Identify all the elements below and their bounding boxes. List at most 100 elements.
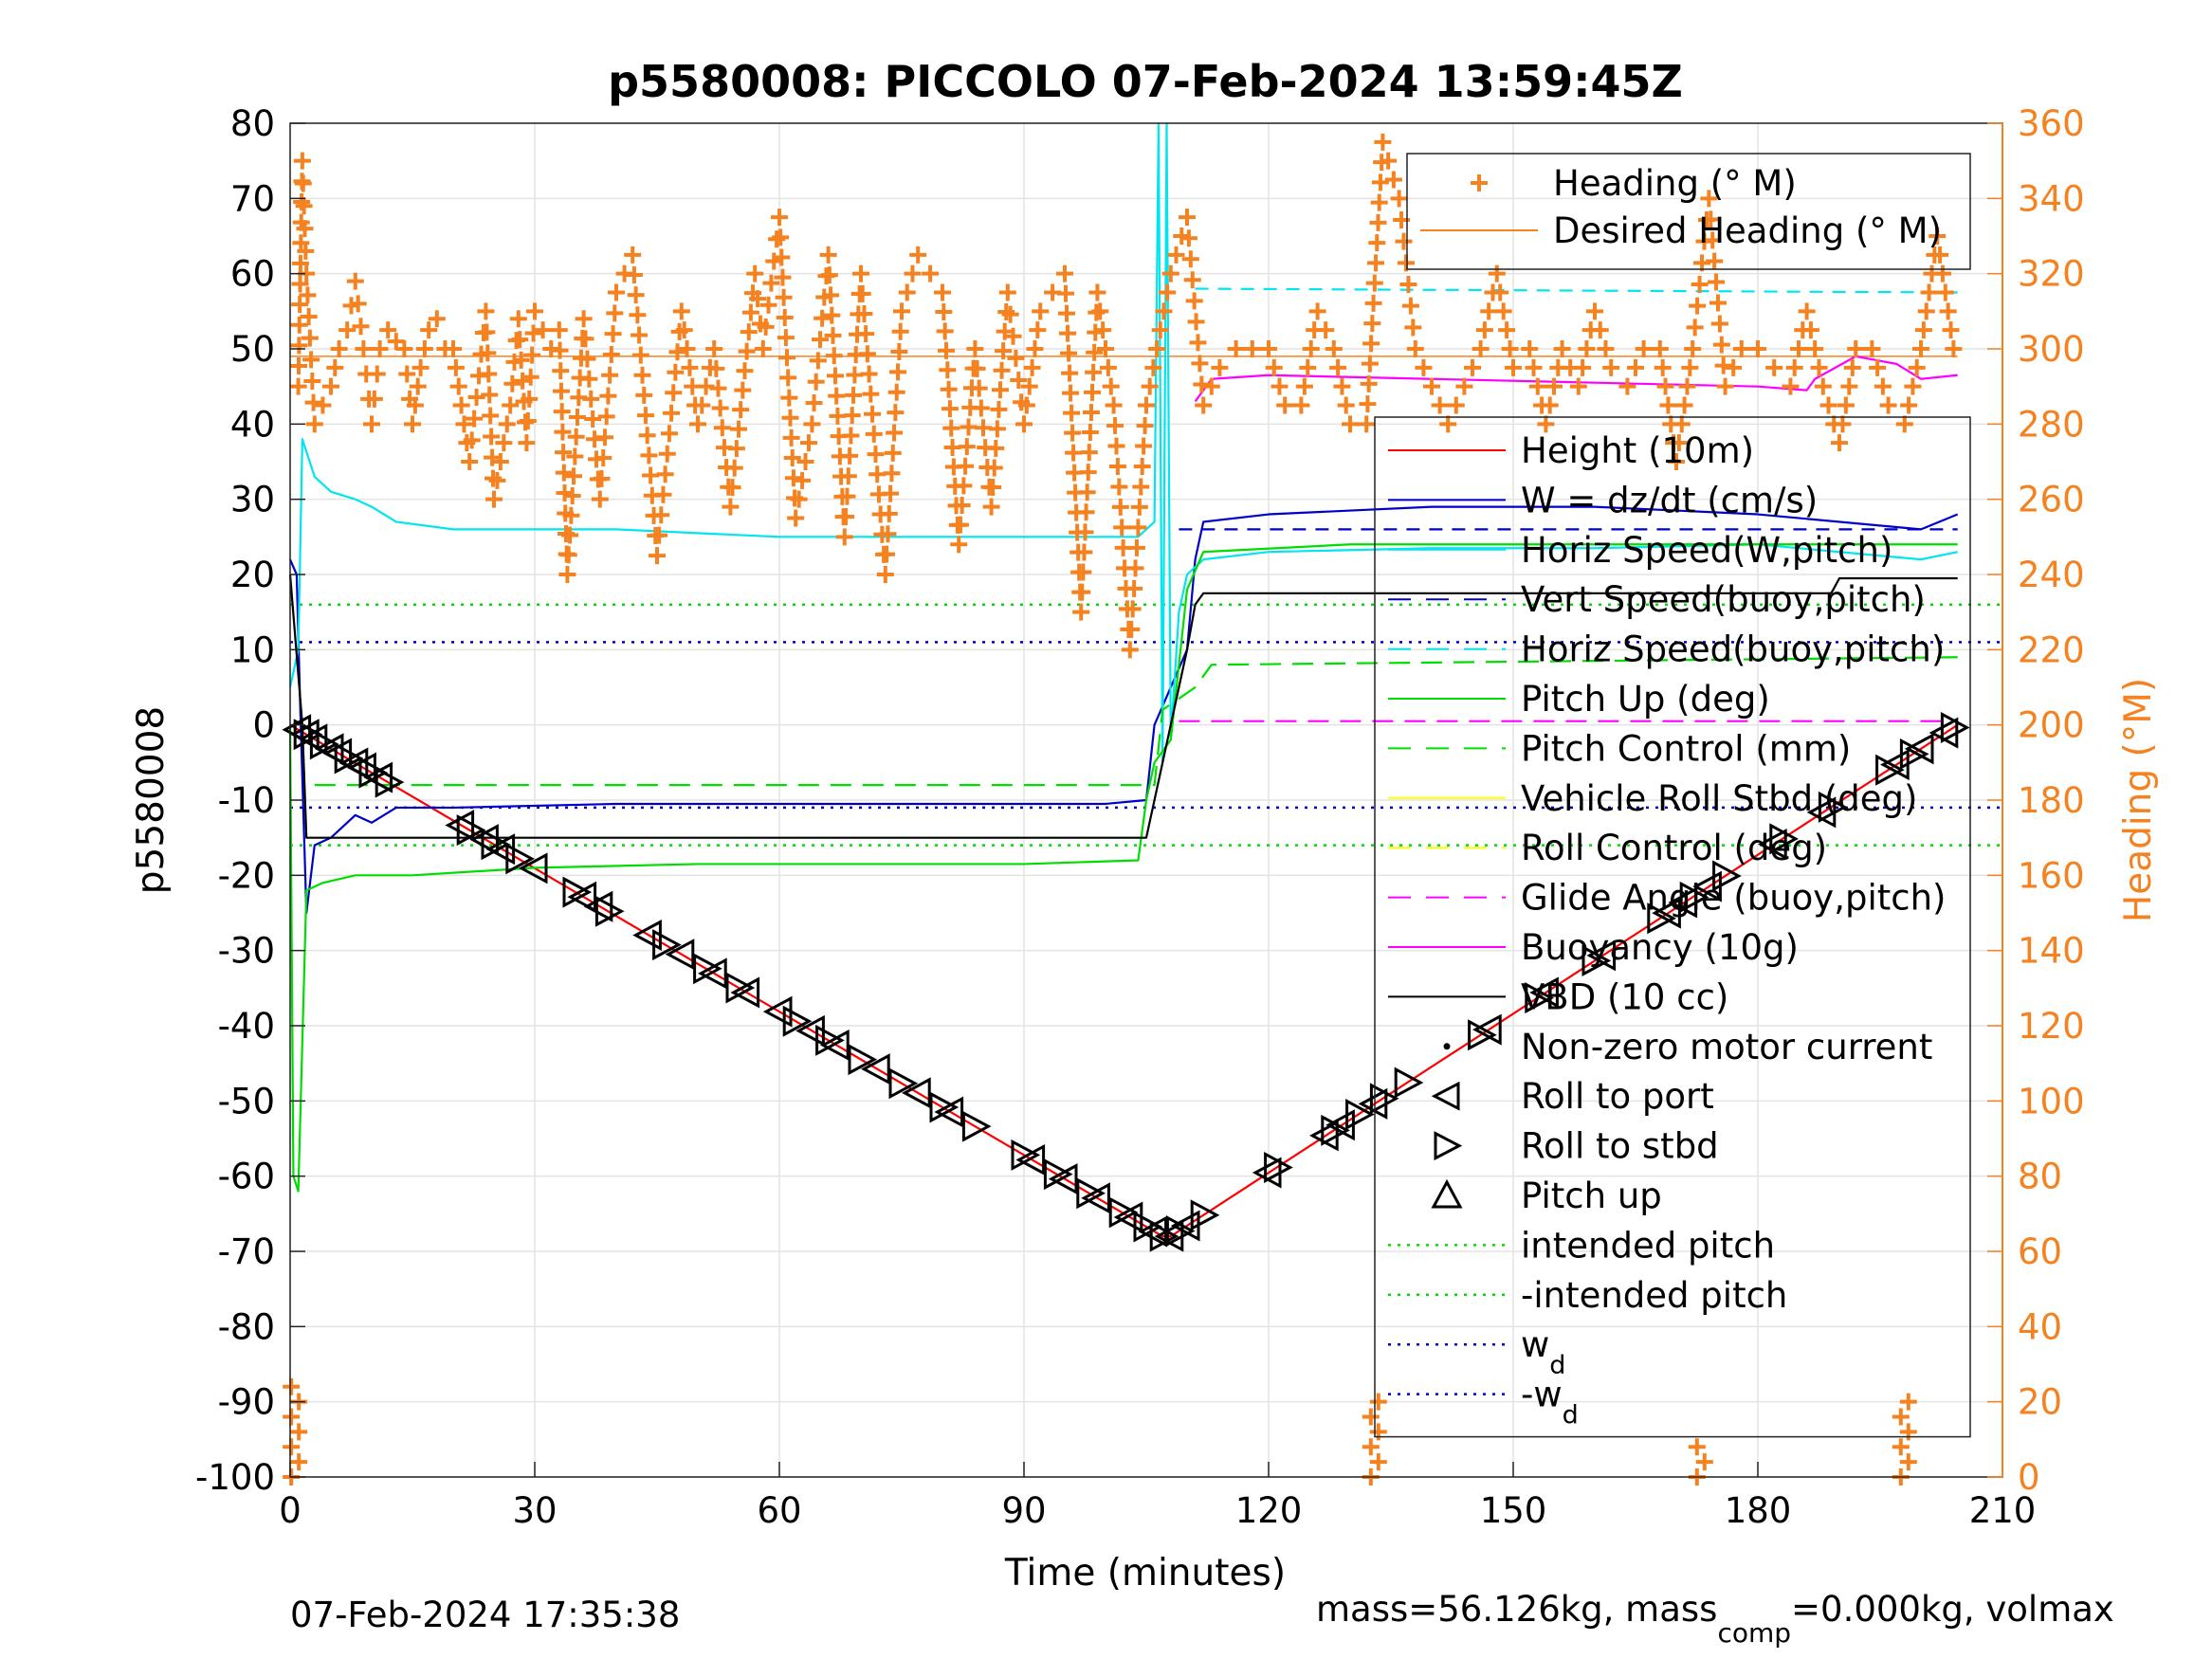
y-tick-label-right: 340 xyxy=(2018,178,2085,219)
heading-point xyxy=(580,370,598,388)
heading-point xyxy=(625,265,643,283)
heading-point xyxy=(512,351,530,369)
heading-point xyxy=(1899,1453,1917,1471)
y-tick-label-left: 30 xyxy=(230,480,275,520)
heading-point xyxy=(477,302,495,320)
heading-point xyxy=(939,361,957,379)
legend-label-sub: d xyxy=(1563,1401,1579,1431)
heading-point xyxy=(828,387,846,405)
heading-point xyxy=(1837,396,1855,414)
heading-point xyxy=(1364,294,1382,312)
heading-point xyxy=(1081,424,1099,442)
heading-point xyxy=(395,340,413,357)
heading-point xyxy=(713,419,731,437)
heading-point xyxy=(1271,377,1289,395)
heading-point xyxy=(803,415,821,433)
heading-point xyxy=(950,536,968,554)
legend-label: Buoyancy (10g) xyxy=(1521,927,1799,968)
heading-point xyxy=(550,321,568,339)
heading-point xyxy=(330,340,348,357)
heading-point xyxy=(1155,302,1173,320)
heading-point xyxy=(1010,372,1028,390)
heading-point xyxy=(1141,377,1159,395)
heading-point xyxy=(865,425,883,443)
motor-markers xyxy=(282,711,1970,1252)
y-tick-label-left: -50 xyxy=(218,1081,275,1121)
heading-point xyxy=(1057,284,1075,302)
heading-point xyxy=(447,358,465,376)
heading-point xyxy=(1843,358,1861,376)
heading-point xyxy=(485,490,503,508)
y-tick-label-right: 40 xyxy=(2018,1306,2062,1347)
heading-point xyxy=(883,465,901,483)
y-tick-label-left: -80 xyxy=(218,1306,275,1347)
heading-point xyxy=(988,420,1006,438)
heading-point xyxy=(294,174,312,192)
heading-point xyxy=(1395,232,1413,250)
roll-to-stbd-marker xyxy=(505,843,535,875)
heading-point xyxy=(730,420,747,438)
heading-point xyxy=(1130,498,1148,516)
heading-point xyxy=(567,428,585,446)
heading-point xyxy=(890,343,908,361)
heading-point xyxy=(1678,377,1696,395)
roll-to-stbd-marker xyxy=(848,1044,878,1076)
heading-point xyxy=(982,498,1000,516)
heading-point xyxy=(602,345,620,363)
heading-point xyxy=(759,296,777,314)
heading-point xyxy=(995,342,1013,360)
heading-point xyxy=(1709,294,1727,312)
heading-point xyxy=(1077,503,1095,521)
heading-point xyxy=(736,362,754,380)
heading-point xyxy=(299,286,317,304)
heading-point xyxy=(1659,396,1677,414)
heading-point xyxy=(576,330,594,348)
legend-label: Vert Speed(buoy,pitch) xyxy=(1521,579,1926,620)
y-tick-label-left: 70 xyxy=(230,178,275,219)
legend-swatch xyxy=(1431,1081,1460,1111)
heading-point xyxy=(1904,377,1922,395)
heading-point xyxy=(823,306,841,324)
heading-point xyxy=(777,329,795,347)
heading-point xyxy=(1017,396,1035,414)
heading-point xyxy=(1933,264,1951,283)
heading-point xyxy=(1673,415,1691,433)
y-tick-label-left: -40 xyxy=(218,1006,275,1047)
heading-point xyxy=(1675,396,1693,414)
heading-point xyxy=(379,321,397,339)
roll-to-stbd-marker xyxy=(358,757,389,789)
heading-point xyxy=(1899,1423,1917,1441)
heading-point xyxy=(864,405,882,423)
heading-point xyxy=(940,380,958,398)
heading-point xyxy=(941,400,959,418)
heading-point xyxy=(723,479,741,497)
heading-point xyxy=(842,427,860,445)
legend-label: Pitch Up (deg) xyxy=(1521,679,1770,720)
roll-to-stbd-marker xyxy=(293,719,323,751)
heading-point xyxy=(880,504,898,522)
x-axis-label: Time (minutes) xyxy=(1004,1552,1286,1595)
heading-point xyxy=(1099,358,1117,376)
legend-box xyxy=(1406,153,1971,270)
heading-point xyxy=(867,446,885,464)
heading-point xyxy=(1686,319,1704,337)
heading-point xyxy=(942,419,960,437)
heading-point xyxy=(1892,1438,1910,1456)
heading-point xyxy=(1834,415,1852,433)
heading-point xyxy=(1806,340,1824,357)
heading-point xyxy=(1708,273,1726,291)
series-line xyxy=(314,656,1958,787)
heading-point xyxy=(984,479,1002,497)
y-tick-label-right: 320 xyxy=(2018,254,2085,295)
heading-point xyxy=(868,465,887,483)
legend-swatch xyxy=(1471,174,1488,191)
heading-point xyxy=(514,372,532,390)
y-tick-label-right: 60 xyxy=(2018,1231,2062,1272)
heading-point xyxy=(1431,396,1449,414)
axis-ticks: 0 30 60 90 120 150 180 21080706050403020100-10-… xyxy=(195,103,2085,1531)
heading-point xyxy=(1691,276,1709,293)
heading-point xyxy=(656,465,674,483)
roll-to-port-marker xyxy=(1586,939,1617,972)
heading-point xyxy=(1179,209,1196,227)
heading-point xyxy=(578,350,596,368)
